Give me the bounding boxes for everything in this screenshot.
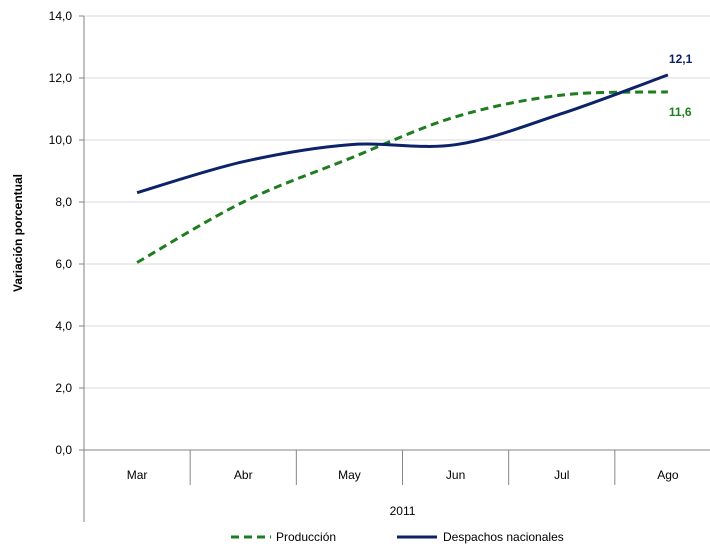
legend-label: Producción xyxy=(276,530,336,544)
series-line-produccion xyxy=(136,90,668,264)
end-value-label: 12,1 xyxy=(669,52,693,66)
x-category-label: Ago xyxy=(657,468,679,482)
y-tick-label: 4,0 xyxy=(55,319,72,333)
y-tick-label: 12,0 xyxy=(49,71,73,85)
y-tick-label: 14,0 xyxy=(49,9,73,23)
y-tick-label: 0,0 xyxy=(55,443,72,457)
x-category-label: Mar xyxy=(127,468,148,482)
x-category-label: Jul xyxy=(554,468,569,482)
y-tick-label: 8,0 xyxy=(55,195,72,209)
gridlines xyxy=(84,15,710,389)
y-axis-title: Variación porcentual xyxy=(11,174,25,292)
x-category-label: Abr xyxy=(234,468,253,482)
y-tick-label: 2,0 xyxy=(55,381,72,395)
end-value-label: 11,6 xyxy=(669,105,692,119)
end-labels: 11,6 12,1 xyxy=(669,52,693,119)
y-axis-ticks: 0,0 2,0 4,0 6,0 8,0 10,0 12,0 14,0 xyxy=(49,9,84,457)
x-axis-group-label: 2011 xyxy=(390,504,416,518)
legend: Producción Despachos nacionales xyxy=(231,530,564,544)
series-lines xyxy=(136,73,669,264)
y-tick-label: 10,0 xyxy=(49,133,73,147)
y-tick-label: 6,0 xyxy=(55,257,72,271)
x-category-label: Jun xyxy=(446,468,465,482)
series-line-despachos-nacionales xyxy=(136,73,669,195)
x-axis-categories: Mar Abr May Jun Jul Ago xyxy=(127,450,679,485)
x-category-label: May xyxy=(338,468,361,482)
legend-label: Despachos nacionales xyxy=(443,530,564,544)
